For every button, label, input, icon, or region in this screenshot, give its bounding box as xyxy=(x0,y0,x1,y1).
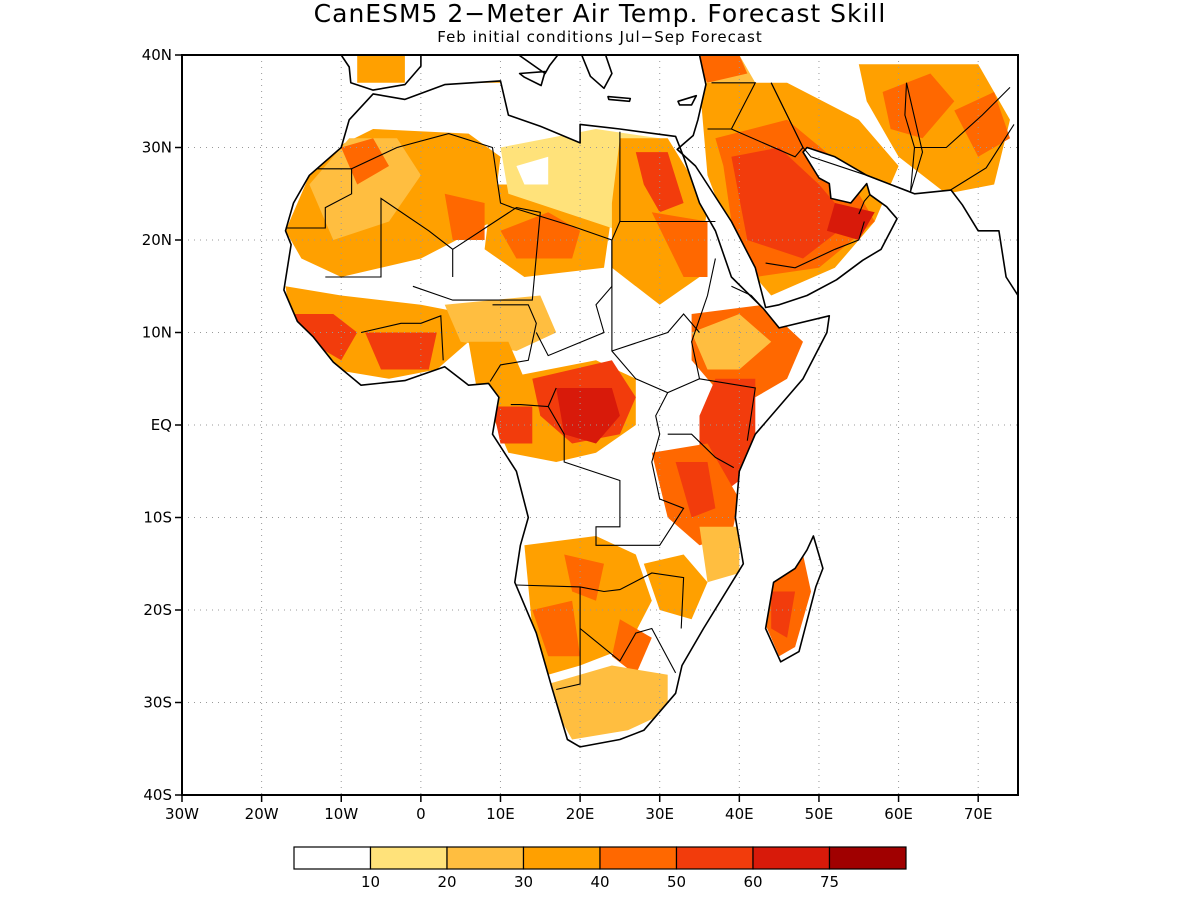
coastline xyxy=(518,55,559,75)
skill-region xyxy=(532,600,581,657)
country-border xyxy=(512,207,613,357)
skill-region xyxy=(699,526,740,583)
skill-region xyxy=(500,212,581,259)
skill-region xyxy=(611,619,652,675)
coastline xyxy=(283,80,831,748)
longitude-tick-label: 10W xyxy=(324,805,358,823)
country-border xyxy=(905,82,924,193)
skill-region xyxy=(651,212,708,277)
latitude-tick-label: 20N xyxy=(142,231,172,249)
map-subtitle: Feb initial conditions Jul−Sep Forecast xyxy=(437,28,763,46)
skill-region xyxy=(444,193,485,240)
skill-region xyxy=(643,554,708,620)
country-border xyxy=(285,168,353,229)
coastlines xyxy=(283,55,1073,748)
country-border xyxy=(510,387,557,408)
skill-region xyxy=(556,388,620,444)
longitude-tick-label: 30E xyxy=(645,805,674,823)
skill-region xyxy=(635,152,684,213)
coastline xyxy=(340,55,422,91)
colorbar-swatch xyxy=(446,846,525,870)
colorbar-label: 10 xyxy=(361,873,380,891)
skill-region xyxy=(882,73,955,139)
colorbar-label: 75 xyxy=(820,873,839,891)
country-border xyxy=(360,315,444,361)
country-border xyxy=(858,194,871,215)
colorbar-swatch xyxy=(599,846,678,870)
latitude-tick-label: 10S xyxy=(143,509,172,527)
colorbar: 10 20 30 40 50 60 75 xyxy=(293,846,907,891)
coastline xyxy=(1056,334,1073,370)
latitude-tick-label: 40N xyxy=(142,46,172,64)
colorbar-label: 50 xyxy=(667,873,686,891)
country-border xyxy=(667,433,735,469)
country-border xyxy=(489,304,537,382)
latitude-tick-label: 40S xyxy=(143,786,172,804)
skill-region xyxy=(444,295,557,351)
skill-region xyxy=(826,203,875,240)
skill-region xyxy=(476,55,517,83)
coastline xyxy=(764,535,824,663)
skill-region xyxy=(691,55,748,83)
longitude-tick-label: 0 xyxy=(416,805,426,823)
skill-region xyxy=(771,591,796,638)
country-border xyxy=(765,248,836,269)
latitude-tick-label: 30N xyxy=(142,139,172,157)
coastline xyxy=(677,94,698,106)
longitude-tick-label: 60E xyxy=(884,805,913,823)
axis-ticks: 30W 20W 10W 0 10E 20E 30E 40E 50E 60E 70E 40N 30N 20N… xyxy=(142,46,993,823)
latitude-tick-label: 10N xyxy=(142,324,172,342)
colorbar-label: 40 xyxy=(590,873,609,891)
country-border xyxy=(325,197,454,278)
colorbar-swatch xyxy=(828,846,907,870)
skill-region xyxy=(357,55,405,83)
skill-region xyxy=(365,332,437,370)
latitude-tick-label: 20S xyxy=(143,601,172,619)
country-border xyxy=(707,82,757,130)
country-border xyxy=(351,133,513,209)
country-border xyxy=(412,207,541,301)
colorbar-swatch xyxy=(369,846,448,870)
skill-region xyxy=(516,156,549,185)
skill-region xyxy=(675,462,716,518)
latitude-tick-label: 30S xyxy=(143,694,172,712)
colorbar-swatch xyxy=(675,846,754,870)
country-border xyxy=(770,82,916,193)
country-border xyxy=(579,627,677,674)
skill-region xyxy=(309,138,421,240)
longitude-tick-label: 20W xyxy=(245,805,279,823)
longitude-tick-label: 30W xyxy=(165,805,199,823)
country-border xyxy=(699,378,756,441)
colorbar-label: 60 xyxy=(743,873,762,891)
skill-shading xyxy=(285,55,1010,740)
coastline xyxy=(676,55,1018,309)
coastline xyxy=(607,95,632,103)
colorbar-label: 30 xyxy=(514,873,533,891)
skill-region xyxy=(731,147,851,259)
longitude-tick-label: 20E xyxy=(566,805,595,823)
coastline xyxy=(518,70,546,87)
longitude-tick-label: 70E xyxy=(964,805,993,823)
country-border xyxy=(834,221,865,250)
country-border xyxy=(914,87,1011,149)
colorbar-swatch xyxy=(752,846,831,870)
coastline xyxy=(580,55,613,90)
skill-region xyxy=(341,138,389,185)
country-border xyxy=(950,124,1015,191)
longitude-tick-label: 10E xyxy=(486,805,515,823)
latitude-tick-label: EQ xyxy=(151,416,172,434)
longitude-tick-label: 50E xyxy=(805,805,834,823)
map-title: CanESM5 2−Meter Air Temp. Forecast Skill xyxy=(313,0,887,28)
country-border xyxy=(556,586,581,691)
colorbar-label: 20 xyxy=(437,873,456,891)
country-border xyxy=(731,285,764,309)
skill-region xyxy=(954,92,1010,157)
skill-region xyxy=(691,314,772,370)
country-border xyxy=(547,392,685,546)
longitude-tick-label: 40E xyxy=(725,805,754,823)
country-border xyxy=(611,313,700,352)
colorbar-swatch xyxy=(293,846,372,870)
colorbar-swatch xyxy=(522,846,601,870)
